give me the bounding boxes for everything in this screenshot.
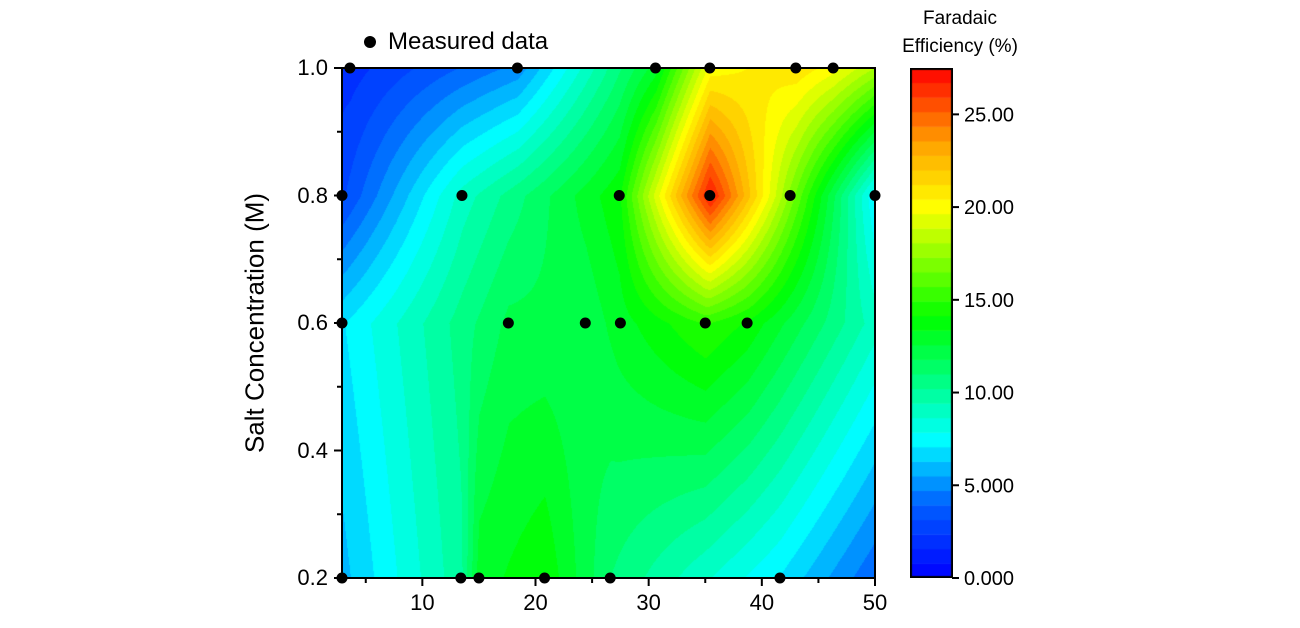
colorbar-tick-label: 0.000 [964,568,1014,590]
legend-label: Measured data [388,28,549,55]
colorbar-tick-label: 25.00 [964,104,1014,126]
y-tick-label: 1.0 [297,55,328,80]
x-tick-label: 10 [410,590,435,615]
data-point [473,572,485,584]
data-point [336,317,348,329]
data-point [336,190,348,201]
data-point [502,317,514,329]
x-tick-label: 50 [862,590,888,615]
x-tick-label: 40 [749,590,775,615]
plot-area [334,62,881,586]
colorbar-ticks: 0.000 5.000 10.00 15.00 20.00 25.00 [952,104,1014,590]
data-point [784,190,796,201]
plot-frame [341,67,876,579]
colorbar-tick-label: 15.00 [964,290,1014,312]
data-point [790,62,802,74]
data-point [455,572,467,584]
data-point [579,317,591,329]
y-tick-label: 0.2 [297,565,328,590]
data-point [699,317,711,329]
data-point [649,62,661,74]
colorbar-tick-label: 20.00 [964,197,1014,219]
colorbar-title-line1: Faradaic [923,8,997,29]
colorbar-tick-label: 10.00 [964,383,1014,405]
data-point [511,62,523,74]
y-tick-label: 0.4 [297,437,328,463]
legend: Measured data [364,28,548,56]
data-point [774,572,786,584]
colorbar [910,68,953,578]
data-point [336,572,348,584]
contour-fill [342,68,875,578]
data-point [704,190,716,201]
colorbar-title-line2: Efficiency (%) [902,36,1018,57]
y-tick-label: 0.8 [297,182,328,208]
x-tick-label: 20 [523,590,548,615]
data-point [614,317,626,329]
plot-overlay [334,62,881,586]
data-point [539,572,551,584]
y-axis-label: Salt Concentration (M) [239,192,270,454]
data-point [456,190,468,201]
data-point [741,317,753,329]
legend-marker-icon [364,36,376,48]
colorbar-tick-label: 5.000 [964,475,1014,497]
y-tick-label: 0.6 [297,310,328,335]
data-point [604,572,616,584]
data-point [344,62,356,74]
data-point [704,62,716,74]
data-point [827,62,839,74]
data-point [613,190,625,201]
x-tick-label: 30 [636,590,661,615]
data-point [869,190,881,201]
